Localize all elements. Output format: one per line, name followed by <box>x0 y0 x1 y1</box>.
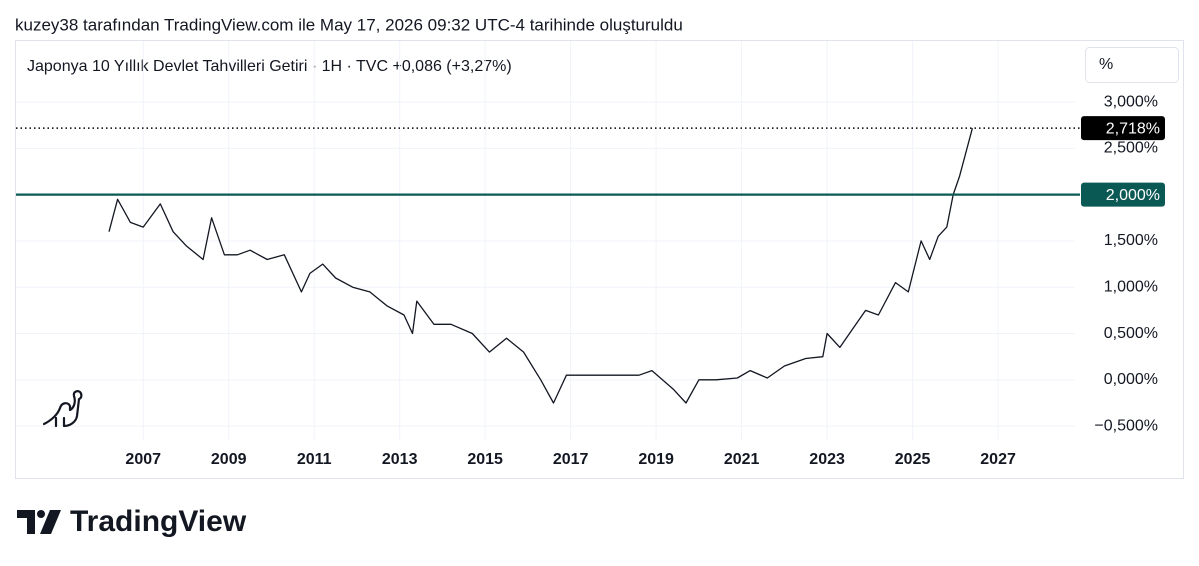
chart-title: Japonya 10 Yıllık Devlet Tahvilleri Geti… <box>27 58 512 75</box>
x-tick-label: 2007 <box>125 451 161 468</box>
x-tick-label: 2015 <box>467 451 503 468</box>
brand-name: TradingView <box>70 505 247 538</box>
logo-mark <box>40 510 61 534</box>
x-tick-label: 2027 <box>980 451 1016 468</box>
logo-mark <box>17 510 35 534</box>
y-tick-label: 0,000% <box>1104 371 1158 388</box>
y-tick-label: 1,500% <box>1104 232 1158 249</box>
y-tick-label: 3,000% <box>1104 93 1158 110</box>
x-tick-label: 2009 <box>211 451 247 468</box>
y-tick-label: 0,500% <box>1104 325 1158 342</box>
price-marker-box <box>1081 182 1165 207</box>
x-tick-label: 2025 <box>895 451 931 468</box>
unit-label: % <box>1099 56 1113 73</box>
x-tick-label: 2019 <box>638 451 674 468</box>
price-marker-label: 2,718% <box>1106 120 1160 137</box>
x-tick-label: 2017 <box>553 451 589 468</box>
header: kuzey38 tarafından TradingView.com ile M… <box>15 15 683 34</box>
y-tick-label: 1,000% <box>1104 278 1158 295</box>
chart-frame <box>15 40 1184 479</box>
price-line <box>108 128 974 404</box>
price-marker-box <box>1081 116 1165 141</box>
plot-area: 2007 2009 2011 2013 2015 2017 2019 2021 2023 2025… <box>16 41 1165 468</box>
y-tick-label: −0,500% <box>1094 417 1158 434</box>
unit-box[interactable] <box>1085 47 1179 83</box>
tradingview-logo: TradingView <box>17 505 247 538</box>
logo-mark <box>37 510 45 518</box>
y-tick-label: 2,500% <box>1104 140 1158 157</box>
x-tick-label: 2023 <box>809 451 845 468</box>
x-tick-label: 2021 <box>724 451 760 468</box>
price-marker-label: 2,000% <box>1106 187 1160 204</box>
dino-icon <box>42 390 83 428</box>
x-tick-label: 2013 <box>382 451 418 468</box>
x-tick-label: 2011 <box>297 451 332 468</box>
